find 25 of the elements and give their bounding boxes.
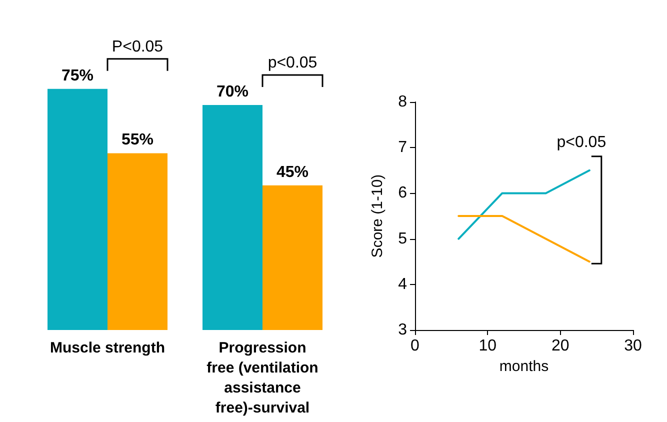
- bar: [108, 153, 168, 330]
- bar: [262, 185, 322, 330]
- bar: [202, 105, 262, 330]
- x-tick-label: 0: [410, 338, 420, 354]
- y-tick-label: 5: [398, 230, 408, 248]
- y-tick-label: 7: [398, 139, 408, 156]
- y-tick-label: 3: [398, 322, 408, 338]
- text: P<0.05: [112, 38, 164, 56]
- bar: [48, 88, 108, 330]
- text: p<0.05: [268, 54, 318, 72]
- x-tick-label: Progression free (ventilation assistance free)-survival: [206, 340, 318, 416]
- x-tick-label: Muscle strength: [50, 340, 166, 356]
- x-tick-label: 30: [624, 338, 642, 354]
- x-tick-label: 20: [551, 338, 570, 354]
- y-tick-label: 6: [398, 184, 408, 202]
- data-label: 75%: [61, 67, 94, 84]
- x-axis-title: months: [499, 358, 549, 375]
- y-tick-label: 4: [398, 276, 408, 293]
- data-label: 55%: [121, 132, 154, 149]
- data-label: 45%: [276, 164, 309, 181]
- annotation: p<0.05: [556, 134, 606, 151]
- x-tick-label: 10: [478, 338, 497, 354]
- data-label: 70%: [216, 84, 249, 100]
- y-axis-title: Score (1-10): [369, 174, 386, 258]
- y-tick-label: 8: [398, 94, 408, 110]
